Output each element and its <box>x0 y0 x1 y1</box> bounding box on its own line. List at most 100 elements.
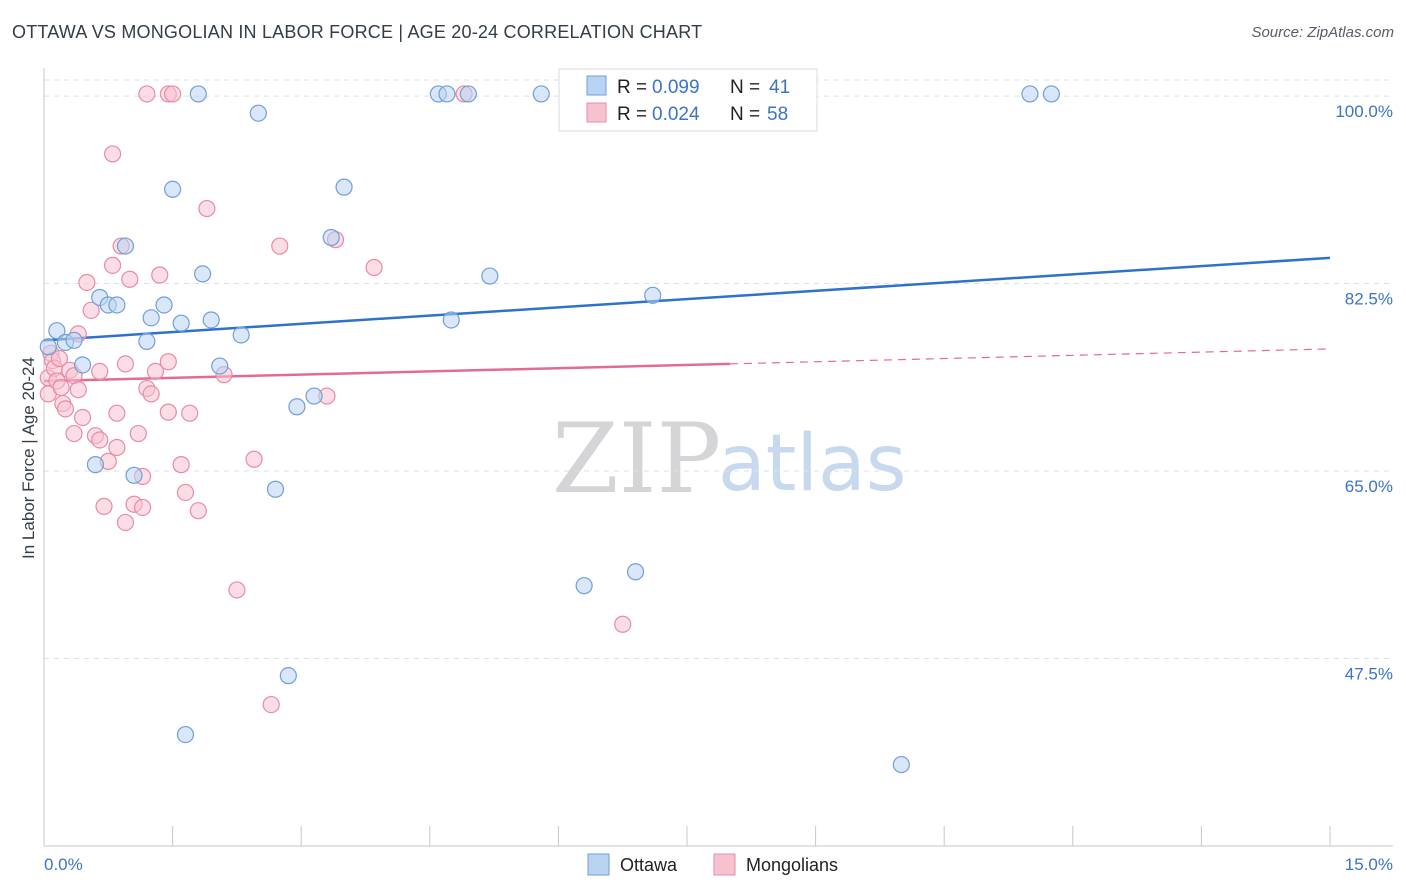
legend-label-mongolians: Mongolians <box>746 855 838 875</box>
mongolians-point <box>108 438 126 457</box>
mongolians-point <box>189 502 207 520</box>
mongolians-point <box>245 450 263 468</box>
mongolians-point <box>91 431 109 449</box>
ottawa-trend-line <box>43 256 1331 342</box>
gridlines <box>44 79 1393 660</box>
y-tick-label: 47.5% <box>1345 665 1393 684</box>
mongolians-point <box>116 513 135 532</box>
mongolians-point <box>108 404 126 422</box>
y-tick-label: 100.0% <box>1335 102 1393 121</box>
mongolians-point <box>65 424 83 443</box>
ottawa-point <box>459 85 477 103</box>
ottawa-n-label: N = <box>730 77 760 98</box>
ottawa-r-value: 0.099 <box>652 77 700 98</box>
trend-lines <box>43 256 1331 383</box>
mongolians-point <box>50 349 69 368</box>
ottawa-point <box>322 228 340 247</box>
y-tick-label: 82.5% <box>1345 290 1393 309</box>
mongolians-stat-swatch <box>586 102 607 123</box>
ottawa-point <box>164 180 182 198</box>
bottom-legend: Ottawa Mongolians <box>587 853 838 876</box>
mongolians-point <box>73 408 92 427</box>
mongolians-point <box>52 378 70 397</box>
y-axis-label: In Labor Force | Age 20-24 <box>19 357 38 559</box>
ottawa-point <box>438 85 456 103</box>
source-credit: Source: ZipAtlas.com <box>1251 24 1394 41</box>
y-tick-label: 65.0% <box>1345 477 1393 496</box>
ottawa-point <box>249 104 267 122</box>
watermark-atlas: atlas <box>718 419 907 509</box>
ottawa-point <box>176 725 195 744</box>
mongolians-point <box>95 497 113 515</box>
ottawa-point <box>39 338 57 356</box>
data-points <box>39 85 1060 774</box>
watermark-zip: ZIP <box>552 403 721 515</box>
mongolians-point <box>103 256 122 274</box>
mongolians-trend-line <box>43 362 730 383</box>
ottawa-point <box>279 667 297 685</box>
mongolians-point <box>159 403 177 421</box>
mongolians-trend-extension <box>729 348 1331 365</box>
mongolians-n-label: N = <box>730 104 760 125</box>
chart-title: OTTAWA VS MONGOLIAN IN LABOR FORCE | AGE… <box>12 22 703 42</box>
ottawa-point <box>626 563 645 581</box>
mongolians-point <box>91 362 109 381</box>
ottawa-point <box>266 480 285 498</box>
ottawa-point <box>108 296 126 314</box>
legend-swatch-ottawa <box>587 853 610 876</box>
ottawa-point <box>644 286 662 304</box>
ottawa-point <box>288 398 306 416</box>
mongolians-point <box>365 258 383 277</box>
ottawa-point <box>305 387 323 405</box>
mongolians-point <box>56 400 75 418</box>
ottawa-point <box>892 755 910 774</box>
ottawa-point <box>202 311 220 329</box>
x-tick-label-min: 0.0% <box>44 855 83 874</box>
mongolians-point <box>228 581 246 599</box>
mongolians-point <box>172 456 190 474</box>
ottawa-point <box>335 178 353 196</box>
ottawa-point <box>138 332 156 351</box>
mongolians-point <box>129 424 147 443</box>
axes <box>43 68 1393 847</box>
ottawa-r-label: R = <box>617 77 647 98</box>
mongolians-point <box>82 301 100 319</box>
legend-label-ottawa: Ottawa <box>620 855 678 875</box>
ottawa-point <box>442 311 460 329</box>
ottawa-point <box>481 267 499 285</box>
mongolians-r-label: R = <box>617 104 647 125</box>
mongolians-point <box>146 362 165 381</box>
ottawa-point <box>142 309 160 327</box>
mongolians-point <box>271 237 289 255</box>
stats-legend-box: R = 0.099 N = 41 R = 0.024 N = 58 <box>558 68 818 132</box>
mongolians-point <box>198 199 216 218</box>
ottawa-point <box>155 296 173 314</box>
ottawa-point <box>194 265 212 283</box>
mongolians-point <box>138 85 156 103</box>
mongolians-point <box>78 273 96 292</box>
mongolians-point <box>142 385 160 403</box>
mongolians-point <box>614 615 632 633</box>
y-tick-labels: 47.5% 65.0% 82.5% 100.0% <box>1335 102 1393 683</box>
mongolians-point <box>121 270 139 288</box>
ottawa-point <box>1042 85 1060 103</box>
ottawa-stat-swatch <box>586 75 607 96</box>
mongolians-point <box>116 355 135 373</box>
ottawa-point <box>48 322 66 340</box>
ottawa-point <box>189 85 207 103</box>
mongolians-point <box>103 145 122 163</box>
mongolians-point <box>262 695 280 714</box>
mongolians-point <box>151 266 169 284</box>
mongolians-point <box>181 404 199 422</box>
ottawa-n-value: 41 <box>769 77 790 98</box>
ottawa-point <box>575 577 593 595</box>
mongolians-point <box>159 353 177 371</box>
ottawa-point <box>125 466 143 484</box>
ottawa-point <box>1021 85 1039 103</box>
mongolians-point <box>164 85 182 103</box>
ottawa-point <box>86 456 105 474</box>
mongolians-n-value: 58 <box>767 104 788 125</box>
mongolians-r-value: 0.024 <box>652 104 700 125</box>
legend-swatch-mongolians <box>713 853 736 876</box>
